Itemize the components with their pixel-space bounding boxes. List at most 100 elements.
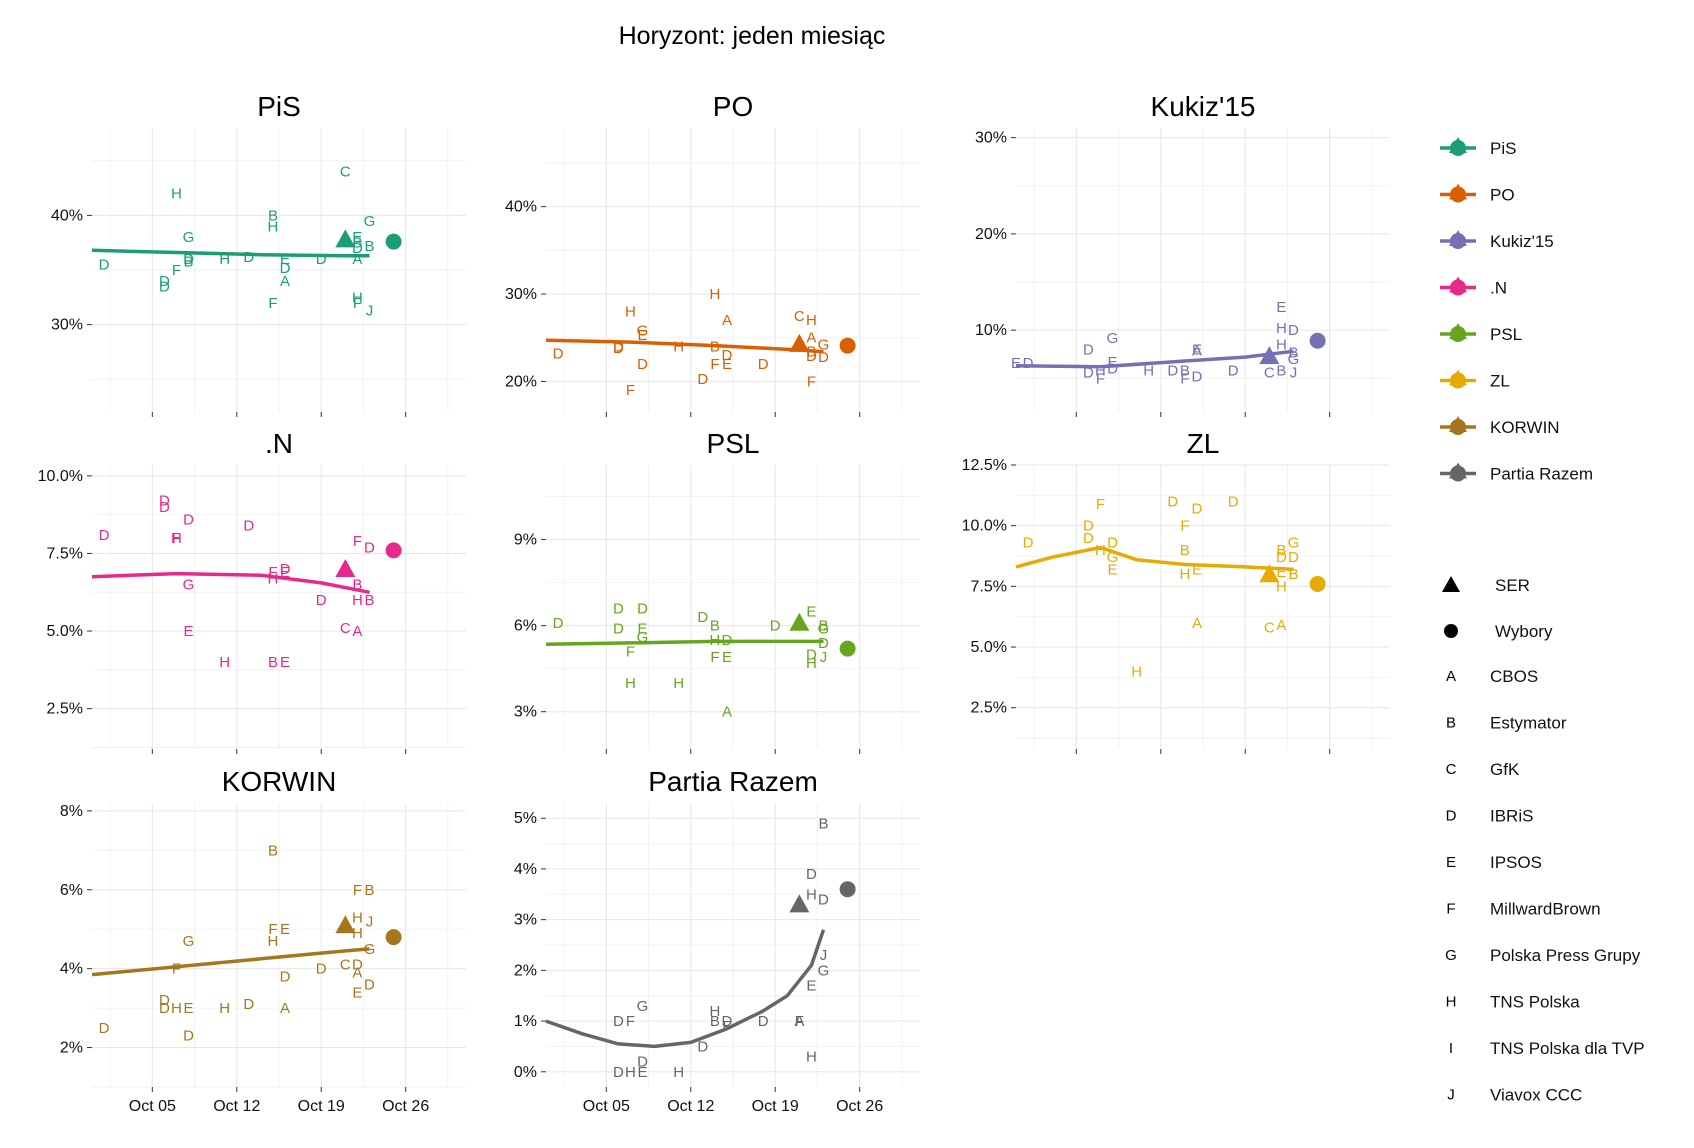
legend-triangle-icon — [1449, 137, 1467, 153]
y-tick-label: 3% — [514, 912, 537, 929]
poll-point: A — [806, 330, 816, 347]
poll-point: F — [710, 356, 719, 373]
poll-point: D — [159, 499, 170, 516]
legend-letter: A — [1446, 668, 1456, 685]
wybory-marker — [385, 233, 402, 250]
panel-title: Kukiz'15 — [1151, 91, 1256, 122]
legend-label: TNS Polska dla TVP — [1490, 1039, 1645, 1058]
poll-point: B — [268, 842, 278, 859]
poll-point: G — [364, 213, 376, 230]
poll-point: E — [1192, 341, 1202, 358]
trend-line — [91, 248, 370, 258]
poll-point: H — [352, 909, 363, 926]
ser-marker — [335, 558, 356, 577]
poll-point: D — [806, 348, 817, 365]
poll-point: C — [340, 164, 351, 181]
panel-title: KORWIN — [222, 766, 337, 797]
poll-point: D — [316, 251, 327, 268]
y-tick-label: 2% — [514, 962, 537, 979]
poll-point: A — [352, 623, 362, 640]
panel-korwin: 2%4%6%8%Oct 05 Oct 12 Oct 19 Oct 26KORWINDD… — [60, 766, 466, 1115]
poll-point: H — [625, 304, 636, 321]
y-tick-label: 30% — [975, 130, 1007, 147]
poll-point: B — [352, 235, 362, 252]
poll-point: G — [637, 323, 649, 340]
poll-point: H — [806, 1049, 817, 1066]
poll-point: D — [159, 1000, 170, 1017]
poll-point: D — [1107, 361, 1118, 378]
trend-line — [1015, 349, 1294, 369]
poll-point: G — [1107, 549, 1119, 566]
poll-point: D — [722, 347, 733, 364]
poll-point: D — [613, 600, 624, 617]
legend-triangle-icon — [1449, 230, 1467, 246]
poll-point: D — [758, 356, 769, 373]
trend-line — [91, 947, 370, 977]
poll-point: J — [366, 302, 374, 319]
poll-point: E — [352, 984, 362, 1001]
poll-point: H — [171, 530, 182, 547]
panel-title: ZL — [1187, 428, 1220, 459]
poll-point: E — [638, 621, 648, 638]
panel-title: PiS — [257, 91, 301, 122]
poll-point: H — [1276, 320, 1287, 337]
poll-point: B — [710, 618, 720, 635]
poll-point: E — [806, 978, 816, 995]
poll-point: D — [1167, 493, 1178, 510]
legend-item-kukiz-15: Kukiz'15 — [1440, 230, 1554, 251]
poll-point: G — [183, 933, 195, 950]
ser-marker — [789, 333, 810, 352]
legend-label: Estymator — [1490, 714, 1567, 733]
trend-line — [545, 338, 824, 354]
poll-point: E — [1011, 355, 1021, 372]
poll-point: E — [722, 649, 732, 666]
legend-item-korwin: KORWIN — [1440, 416, 1560, 437]
poll-point: F — [710, 649, 719, 666]
poll-point: D — [183, 511, 194, 528]
trend-line — [1015, 545, 1294, 572]
legend-label: PSL — [1490, 325, 1522, 344]
poll-point: E — [1276, 564, 1286, 581]
poll-point: D — [183, 1028, 194, 1045]
ser-marker — [1259, 346, 1280, 365]
y-tick-label: 6% — [60, 882, 83, 899]
poll-point: D — [99, 527, 110, 544]
panel-partia-razem: 0% 1% 2% 3% 4% 5% Oct 05 Oct 12 Oct 19 Oct 26 Part… — [514, 766, 920, 1115]
legend-pollster-a: A CBOS — [1446, 667, 1538, 686]
poll-point: H — [268, 218, 279, 235]
poll-point: E — [638, 1064, 648, 1081]
poll-point: B — [268, 207, 278, 224]
poll-point: D — [613, 1013, 624, 1030]
panel-title: .N — [265, 428, 293, 459]
poll-point: E — [806, 603, 816, 620]
poll-point: C — [1264, 620, 1275, 637]
legend-label: IBRiS — [1490, 807, 1533, 826]
poll-point: D — [364, 539, 375, 556]
poll-point: B — [184, 253, 194, 270]
poll-point: B — [1276, 363, 1286, 380]
ser-marker — [335, 229, 356, 248]
poll-point: D — [1083, 518, 1094, 535]
poll-point: H — [171, 1000, 182, 1017]
y-tick-label: 30% — [51, 317, 83, 334]
circle-icon — [1444, 624, 1458, 638]
poll-point: E — [280, 251, 290, 268]
poll-point: F — [1180, 518, 1189, 535]
poll-point: F — [172, 961, 181, 978]
y-tick-label: 12.5% — [962, 457, 1007, 474]
poll-point: H — [268, 570, 279, 587]
poll-point: H — [709, 1003, 720, 1020]
legend-label: Partia Razem — [1490, 465, 1593, 484]
poll-point: G — [1288, 535, 1300, 552]
legend-triangle-icon — [1449, 416, 1467, 432]
legend-pollster-b: B Estymator — [1446, 714, 1567, 733]
poll-point: E — [280, 654, 290, 671]
poll-point: G — [818, 337, 830, 354]
poll-point: F — [172, 262, 181, 279]
